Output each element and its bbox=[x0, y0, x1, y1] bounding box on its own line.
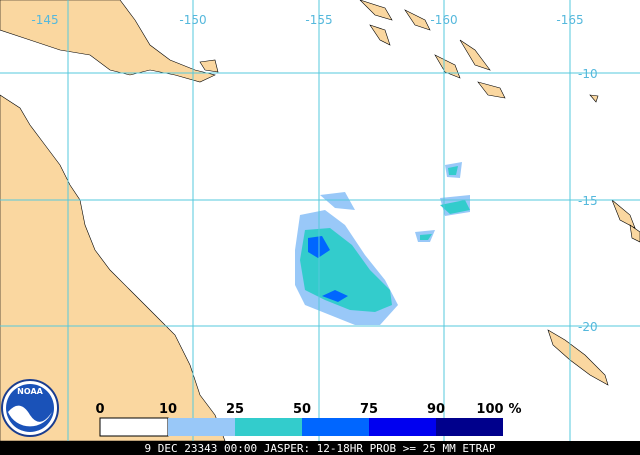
lon-label: -165 bbox=[556, 13, 583, 27]
new-guinea bbox=[0, 0, 216, 83]
logo-gull bbox=[8, 405, 52, 427]
legend-swatch bbox=[369, 418, 436, 436]
legend-swatch bbox=[302, 418, 369, 436]
lat-label: -20 bbox=[578, 320, 598, 334]
lat-label: -10 bbox=[578, 67, 598, 81]
legend-label: 100 bbox=[476, 402, 503, 417]
logo-text: NOAA bbox=[17, 387, 43, 396]
lon-label: -155 bbox=[305, 13, 332, 27]
new-caledonia bbox=[547, 329, 609, 386]
legend-label: 25 bbox=[226, 402, 244, 417]
legend: 0 10 25 50 75 90 100 % bbox=[95, 402, 522, 437]
prob-25-50 bbox=[300, 166, 470, 312]
footer-bar bbox=[0, 441, 640, 455]
lon-label: -160 bbox=[430, 13, 457, 27]
prob-50-75 bbox=[308, 236, 348, 302]
graticule bbox=[0, 0, 640, 441]
lat-labels: -10 -15 -20 bbox=[578, 67, 598, 334]
legend-swatch bbox=[436, 418, 503, 436]
australia bbox=[0, 94, 226, 442]
footer-caption: 9 DEC 23343 00:00 JASPER: 12-18HR PROB >… bbox=[145, 442, 496, 455]
lat-label: -15 bbox=[578, 194, 598, 208]
lon-label: -145 bbox=[31, 13, 58, 27]
legend-label: 90 bbox=[427, 402, 445, 417]
lon-label: -150 bbox=[179, 13, 206, 27]
legend-swatch bbox=[168, 418, 235, 436]
legend-label: 75 bbox=[360, 402, 378, 417]
lon-labels: -145 -150 -155 -160 -165 bbox=[31, 13, 583, 27]
legend-swatch bbox=[235, 418, 302, 436]
legend-unit: % bbox=[508, 402, 521, 417]
legend-label: 10 bbox=[159, 402, 177, 417]
legend-label: 50 bbox=[293, 402, 311, 417]
legend-label: 0 bbox=[95, 402, 104, 417]
noaa-logo: NOAA bbox=[1, 379, 59, 437]
legend-swatch bbox=[99, 417, 169, 437]
islands-north bbox=[199, 0, 640, 243]
